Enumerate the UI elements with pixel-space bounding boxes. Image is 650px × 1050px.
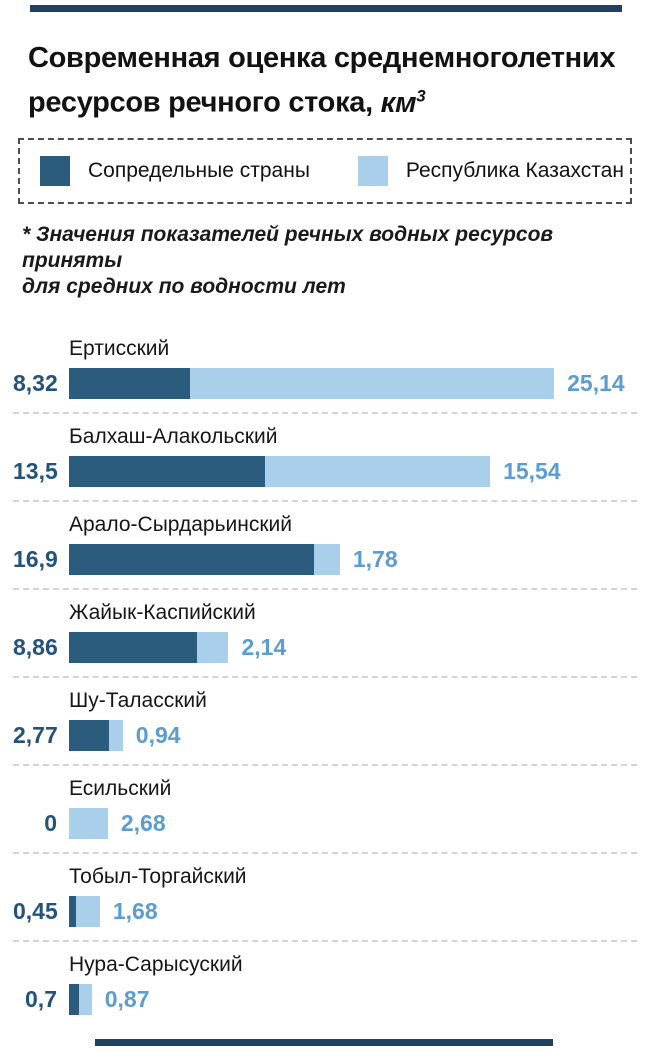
footnote-line1: * Значения показателей речных водных рес… — [22, 222, 554, 272]
value-label-kazakhstan: 0,87 — [104, 985, 150, 1012]
bar-segment-adjacent-countries — [69, 895, 76, 927]
category-label: Есильский — [69, 776, 172, 800]
bottom-decorative-strip — [95, 1039, 553, 1046]
value-label-kazakhstan: 1,78 — [352, 545, 398, 572]
category-label: Балхаш-Алакольский — [69, 424, 278, 448]
chart-row: Есильский 0 2,68 — [13, 766, 637, 854]
bar-track — [69, 631, 229, 663]
chart-row: Балхаш-Алакольский 13,5 15,54 — [13, 414, 637, 502]
bar-segment-adjacent-countries — [69, 719, 110, 751]
chart-title: Современная оценка среднемноголетних рес… — [28, 40, 622, 122]
value-label-adjacent-countries: 8,86 — [13, 633, 58, 660]
chart-row: Шу-Таласский 2,77 0,94 — [13, 678, 637, 766]
bar-segment-adjacent-countries — [69, 455, 265, 487]
value-label-adjacent-countries: 8,32 — [13, 369, 58, 396]
value-label-adjacent-countries: 13,5 — [13, 457, 58, 484]
title-line1: Современная оценка среднемноголетних — [28, 42, 616, 74]
category-label: Жайык-Каспийский — [69, 600, 256, 624]
value-label-adjacent-countries: 0,7 — [25, 985, 57, 1012]
top-decorative-strip — [30, 5, 622, 12]
chart-row: Тобыл-Торгайский 0,45 1,68 — [13, 854, 637, 942]
bar-segment-adjacent-countries — [69, 983, 80, 1015]
bar-line: 13,5 15,54 — [13, 455, 637, 487]
bar-segment-adjacent-countries — [69, 367, 190, 399]
bar-segment-adjacent-countries — [69, 631, 198, 663]
category-label: Шу-Таласский — [69, 688, 207, 712]
bar-track — [69, 455, 491, 487]
legend-item-kazakhstan: Республика Казахстан — [357, 155, 624, 186]
value-label-adjacent-countries: 0,45 — [13, 897, 58, 924]
chart-row: Нура-Сарысуский 0,7 0,87 — [13, 942, 637, 1030]
bar-line: 8,32 25,14 — [13, 367, 637, 399]
chart-row: Жайык-Каспийский 8,86 2,14 — [13, 590, 637, 678]
bar-line: 8,86 2,14 — [13, 631, 637, 663]
bar-line: 0,45 1,68 — [13, 895, 637, 927]
footnote-line2: для средних по водности лет — [22, 274, 346, 298]
bar-segment-kazakhstan — [189, 367, 555, 399]
category-label: Ертисский — [69, 336, 170, 360]
category-label: Тобыл-Торгайский — [69, 864, 247, 888]
bar-chart: Ертисский 8,32 25,14 Балхаш-Алакольский 13,5… — [13, 326, 637, 1030]
footnote: * Значения показателей речных водных рес… — [22, 222, 626, 300]
bar-segment-kazakhstan — [109, 719, 123, 751]
legend-swatch-kazakhstan — [357, 155, 388, 186]
bar-track — [69, 719, 123, 751]
bar-line: 0 2,68 — [13, 807, 637, 839]
legend-box: Сопредельные страны Республика Казахстан — [18, 137, 632, 204]
value-label-kazakhstan: 2,68 — [120, 809, 166, 836]
legend-label-adjacent-countries: Сопредельные страны — [88, 158, 310, 182]
value-label-kazakhstan: 0,94 — [135, 721, 181, 748]
bar-segment-kazakhstan — [69, 807, 108, 839]
value-label-kazakhstan: 15,54 — [503, 457, 561, 484]
chart-row: Ертисский 8,32 25,14 — [13, 326, 637, 414]
title-unit: км3 — [380, 86, 426, 119]
value-label-kazakhstan: 2,14 — [241, 633, 287, 660]
value-label-adjacent-countries: 2,77 — [13, 721, 58, 748]
value-label-adjacent-countries: 16,9 — [13, 545, 58, 572]
bar-segment-kazakhstan — [75, 895, 100, 927]
bar-track — [69, 895, 100, 927]
chart-row: Арало-Сырдарьинский 16,9 1,78 — [13, 502, 637, 590]
category-label: Арало-Сырдарьинский — [69, 512, 293, 536]
legend-swatch-adjacent-countries — [40, 155, 70, 186]
title-line2: ресурсов речного стока, — [28, 86, 373, 119]
bar-segment-kazakhstan — [314, 543, 340, 575]
bar-line: 16,9 1,78 — [13, 543, 637, 575]
value-label-adjacent-countries: 0 — [44, 809, 57, 836]
bar-segment-kazakhstan — [79, 983, 92, 1015]
legend-label-kazakhstan: Республика Казахстан — [405, 158, 624, 182]
bar-segment-adjacent-countries — [69, 543, 315, 575]
bar-line: 0,7 0,87 — [13, 983, 637, 1015]
bar-segment-kazakhstan — [264, 455, 491, 487]
bar-track — [69, 983, 92, 1015]
bar-line: 2,77 0,94 — [13, 719, 637, 751]
legend-item-adjacent-countries: Сопредельные страны — [40, 155, 310, 186]
bar-track — [69, 367, 555, 399]
value-label-kazakhstan: 1,68 — [112, 897, 158, 924]
bar-segment-kazakhstan — [197, 631, 229, 663]
bar-track — [69, 543, 340, 575]
value-label-kazakhstan: 25,14 — [567, 369, 625, 396]
bar-track — [69, 807, 108, 839]
category-label: Нура-Сарысуский — [69, 952, 243, 976]
